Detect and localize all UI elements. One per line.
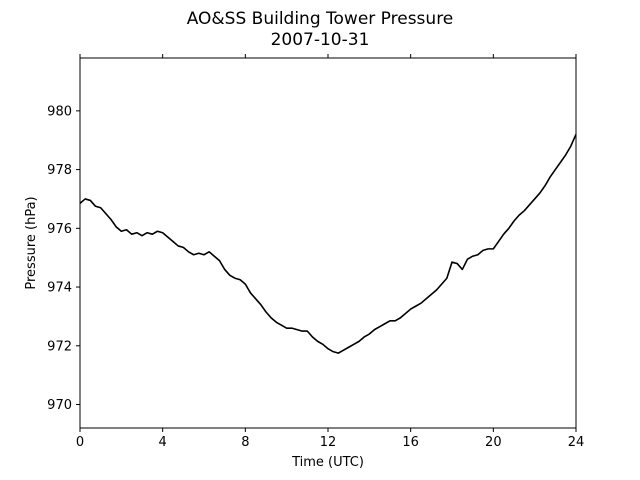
y-tick-label: 980 [47, 104, 72, 119]
chart-title: AO&SS Building Tower Pressure [187, 9, 454, 29]
y-axis-label: Pressure (hPa) [24, 196, 39, 289]
x-tick-label: 0 [76, 435, 84, 450]
x-tick-label: 20 [485, 435, 502, 450]
pressure-series-line [79, 134, 577, 354]
plot-frame [79, 57, 577, 429]
y-tick-label: 970 [47, 398, 72, 413]
x-tick-label: 24 [568, 435, 585, 450]
x-tick-label: 12 [320, 435, 337, 450]
y-tick-label: 976 [47, 222, 72, 237]
y-tick-label: 978 [47, 163, 72, 178]
x-axis-label: Time (UTC) [291, 455, 364, 470]
x-tick-label: 8 [241, 435, 249, 450]
y-tick-label: 974 [47, 281, 72, 296]
y-tick-label: 972 [47, 339, 72, 354]
chart-subtitle: 2007-10-31 [271, 30, 370, 50]
x-tick-label: 4 [159, 435, 167, 450]
tick-labels: 0 4 8 12 16 20 24 970 972 974 976 978 980 [47, 104, 584, 450]
x-tick-label: 16 [402, 435, 419, 450]
axis-ticks [76, 54, 577, 432]
